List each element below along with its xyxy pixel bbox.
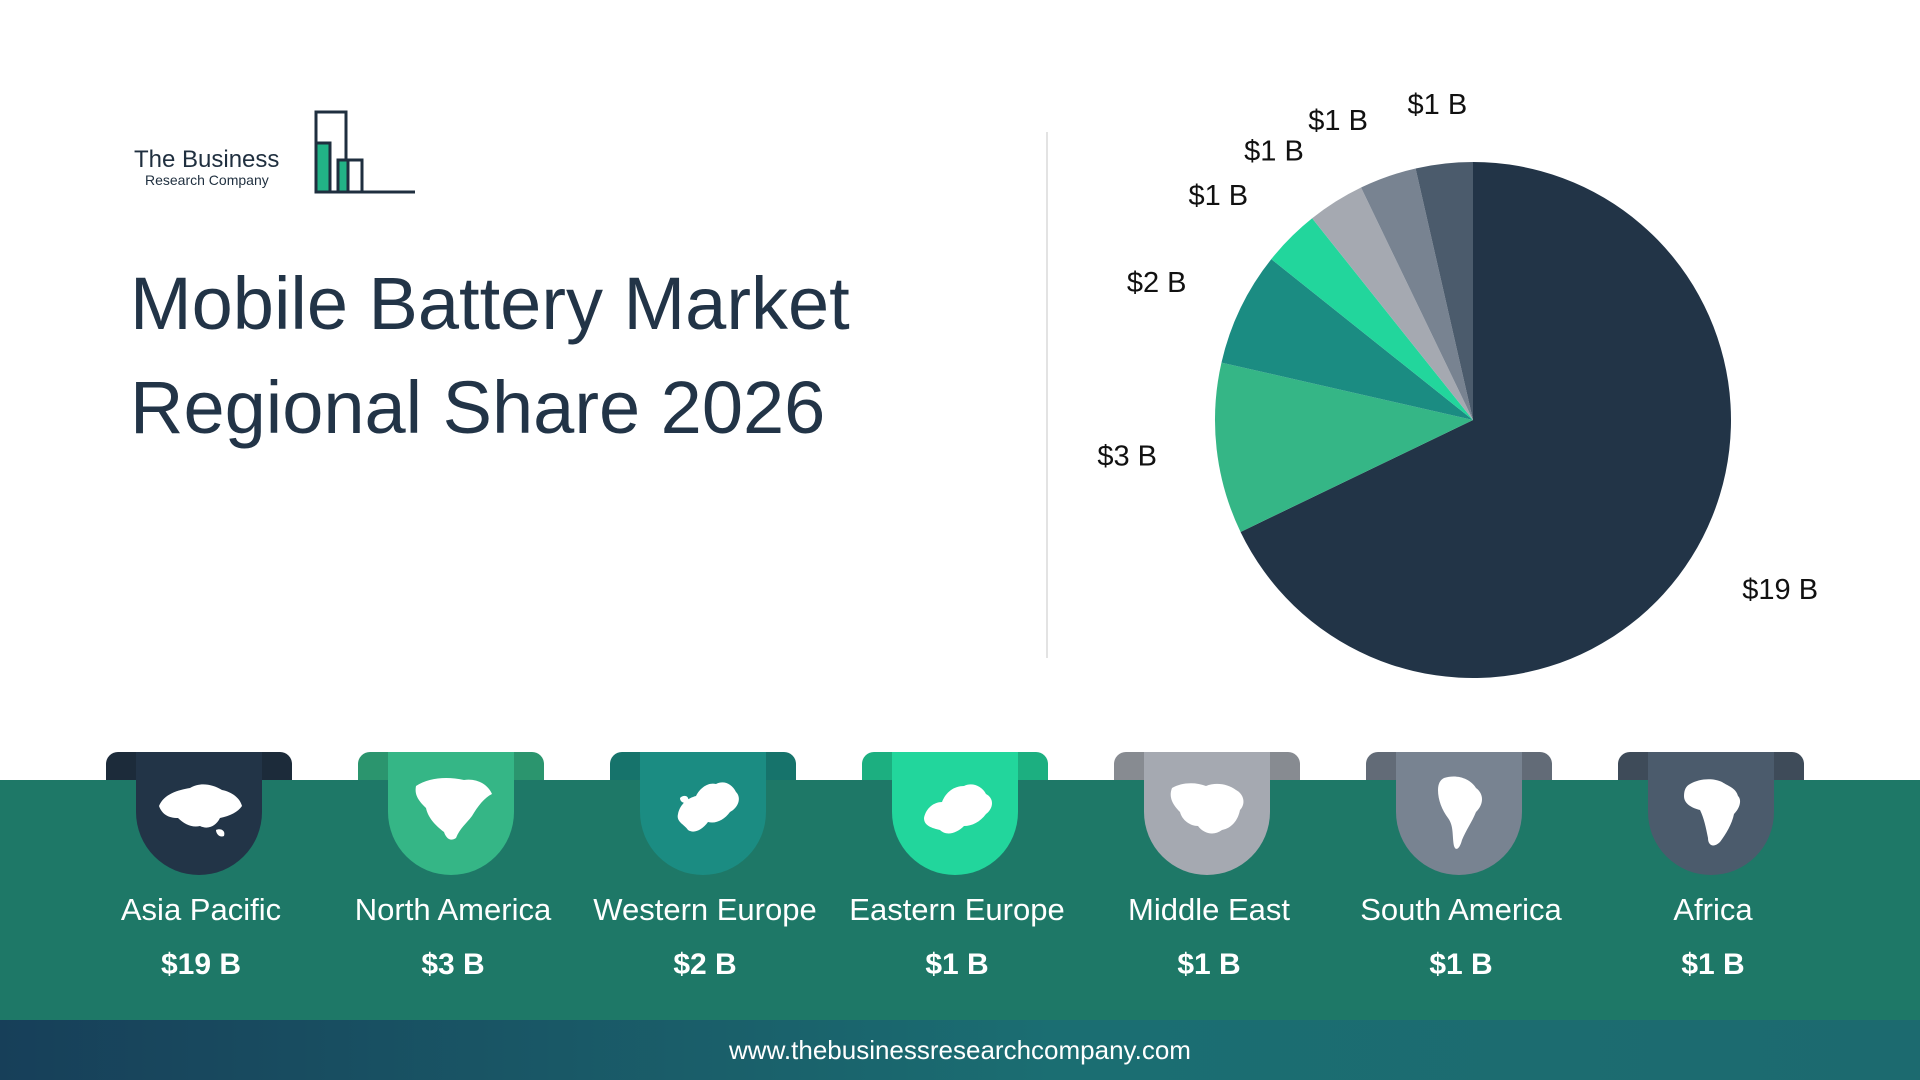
middle-east-map-icon	[1170, 783, 1244, 834]
page-title: Mobile Battery Market Regional Share 202…	[130, 252, 850, 460]
region-name: Asia Pacific	[120, 892, 282, 927]
region-card-north-america: North America $3 B	[355, 752, 551, 992]
pie-label-asia-pacific: $19 B	[1742, 574, 1818, 606]
region-card-middle-east: Middle East $1 B	[1114, 752, 1304, 992]
pie-label-western-europe: $2 B	[1127, 267, 1187, 299]
footer: www.thebusinessresearchcompany.com	[0, 1020, 1920, 1080]
region-badge	[892, 752, 1018, 875]
region-value: $1 B	[1177, 948, 1241, 981]
region-card-asia-pacific: Asia Pacific $19 B	[106, 752, 296, 992]
region-value: $1 B	[1429, 948, 1493, 981]
pie-label-eastern-europe: $1 B	[1188, 180, 1248, 212]
pie-slice-middle-east	[1312, 187, 1473, 420]
pie-label-middle-east: $1 B	[1244, 136, 1304, 168]
region-badge	[388, 752, 514, 875]
region-badge	[136, 752, 262, 875]
region-card-eastern-europe: Eastern Europe $1 B	[849, 752, 1065, 992]
region-name: Africa	[1673, 892, 1753, 927]
pie-slice-asia-pacific	[1240, 162, 1731, 678]
pie-label-africa: $1 B	[1408, 89, 1468, 121]
logo-subtitle: Research Company	[145, 172, 269, 188]
region-badge	[640, 752, 766, 875]
south-america-map-icon	[1438, 776, 1482, 849]
pie-slice-south-america	[1361, 168, 1473, 420]
pie-chart: $19 B$3 B$2 B$1 B$1 B$1 B $1 B	[1097, 89, 1818, 678]
asia-map-icon	[159, 784, 242, 837]
company-logo: The Business Research Company	[130, 108, 430, 198]
region-name: Eastern Europe	[849, 892, 1065, 927]
title-line-1: Mobile Battery Market	[130, 262, 850, 345]
region-badge	[1144, 752, 1270, 875]
vertical-divider	[1046, 132, 1048, 658]
western-europe-map-icon	[677, 782, 739, 832]
region-badge	[1396, 752, 1522, 875]
pie-label-north-america: $3 B	[1097, 441, 1157, 473]
eastern-europe-map-icon	[924, 784, 992, 834]
region-name: Western Europe	[593, 892, 817, 927]
pie-slice-eastern-europe	[1271, 218, 1473, 420]
region-badge	[1648, 752, 1774, 875]
pie-slice-north-america	[1214, 362, 1473, 532]
logo-buildings-icon	[314, 110, 415, 194]
logo-name: The Business	[134, 146, 280, 173]
north-america-map-icon	[415, 778, 492, 840]
region-name: South America	[1360, 892, 1562, 927]
africa-map-icon	[1684, 779, 1741, 846]
region-name: Middle East	[1128, 892, 1290, 927]
region-value: $19 B	[160, 948, 242, 981]
pie-slice-africa	[1415, 162, 1473, 420]
pie-slice-western-europe	[1221, 259, 1473, 420]
pie-label-south-america: $1 B	[1308, 105, 1368, 137]
region-value: $1 B	[1681, 948, 1745, 981]
title-line-2: Regional Share 2026	[130, 366, 826, 449]
region-value: $2 B	[673, 948, 737, 981]
region-card-south-america: South America $1 B	[1360, 752, 1562, 992]
region-name: North America	[354, 892, 552, 927]
footer-url[interactable]: www.thebusinessresearchcompany.com	[729, 1035, 1191, 1065]
region-card-western-europe: Western Europe $2 B	[593, 752, 817, 992]
region-value: $1 B	[925, 948, 989, 981]
region-card-africa: Africa $1 B	[1618, 752, 1808, 992]
region-value: $3 B	[421, 948, 485, 981]
